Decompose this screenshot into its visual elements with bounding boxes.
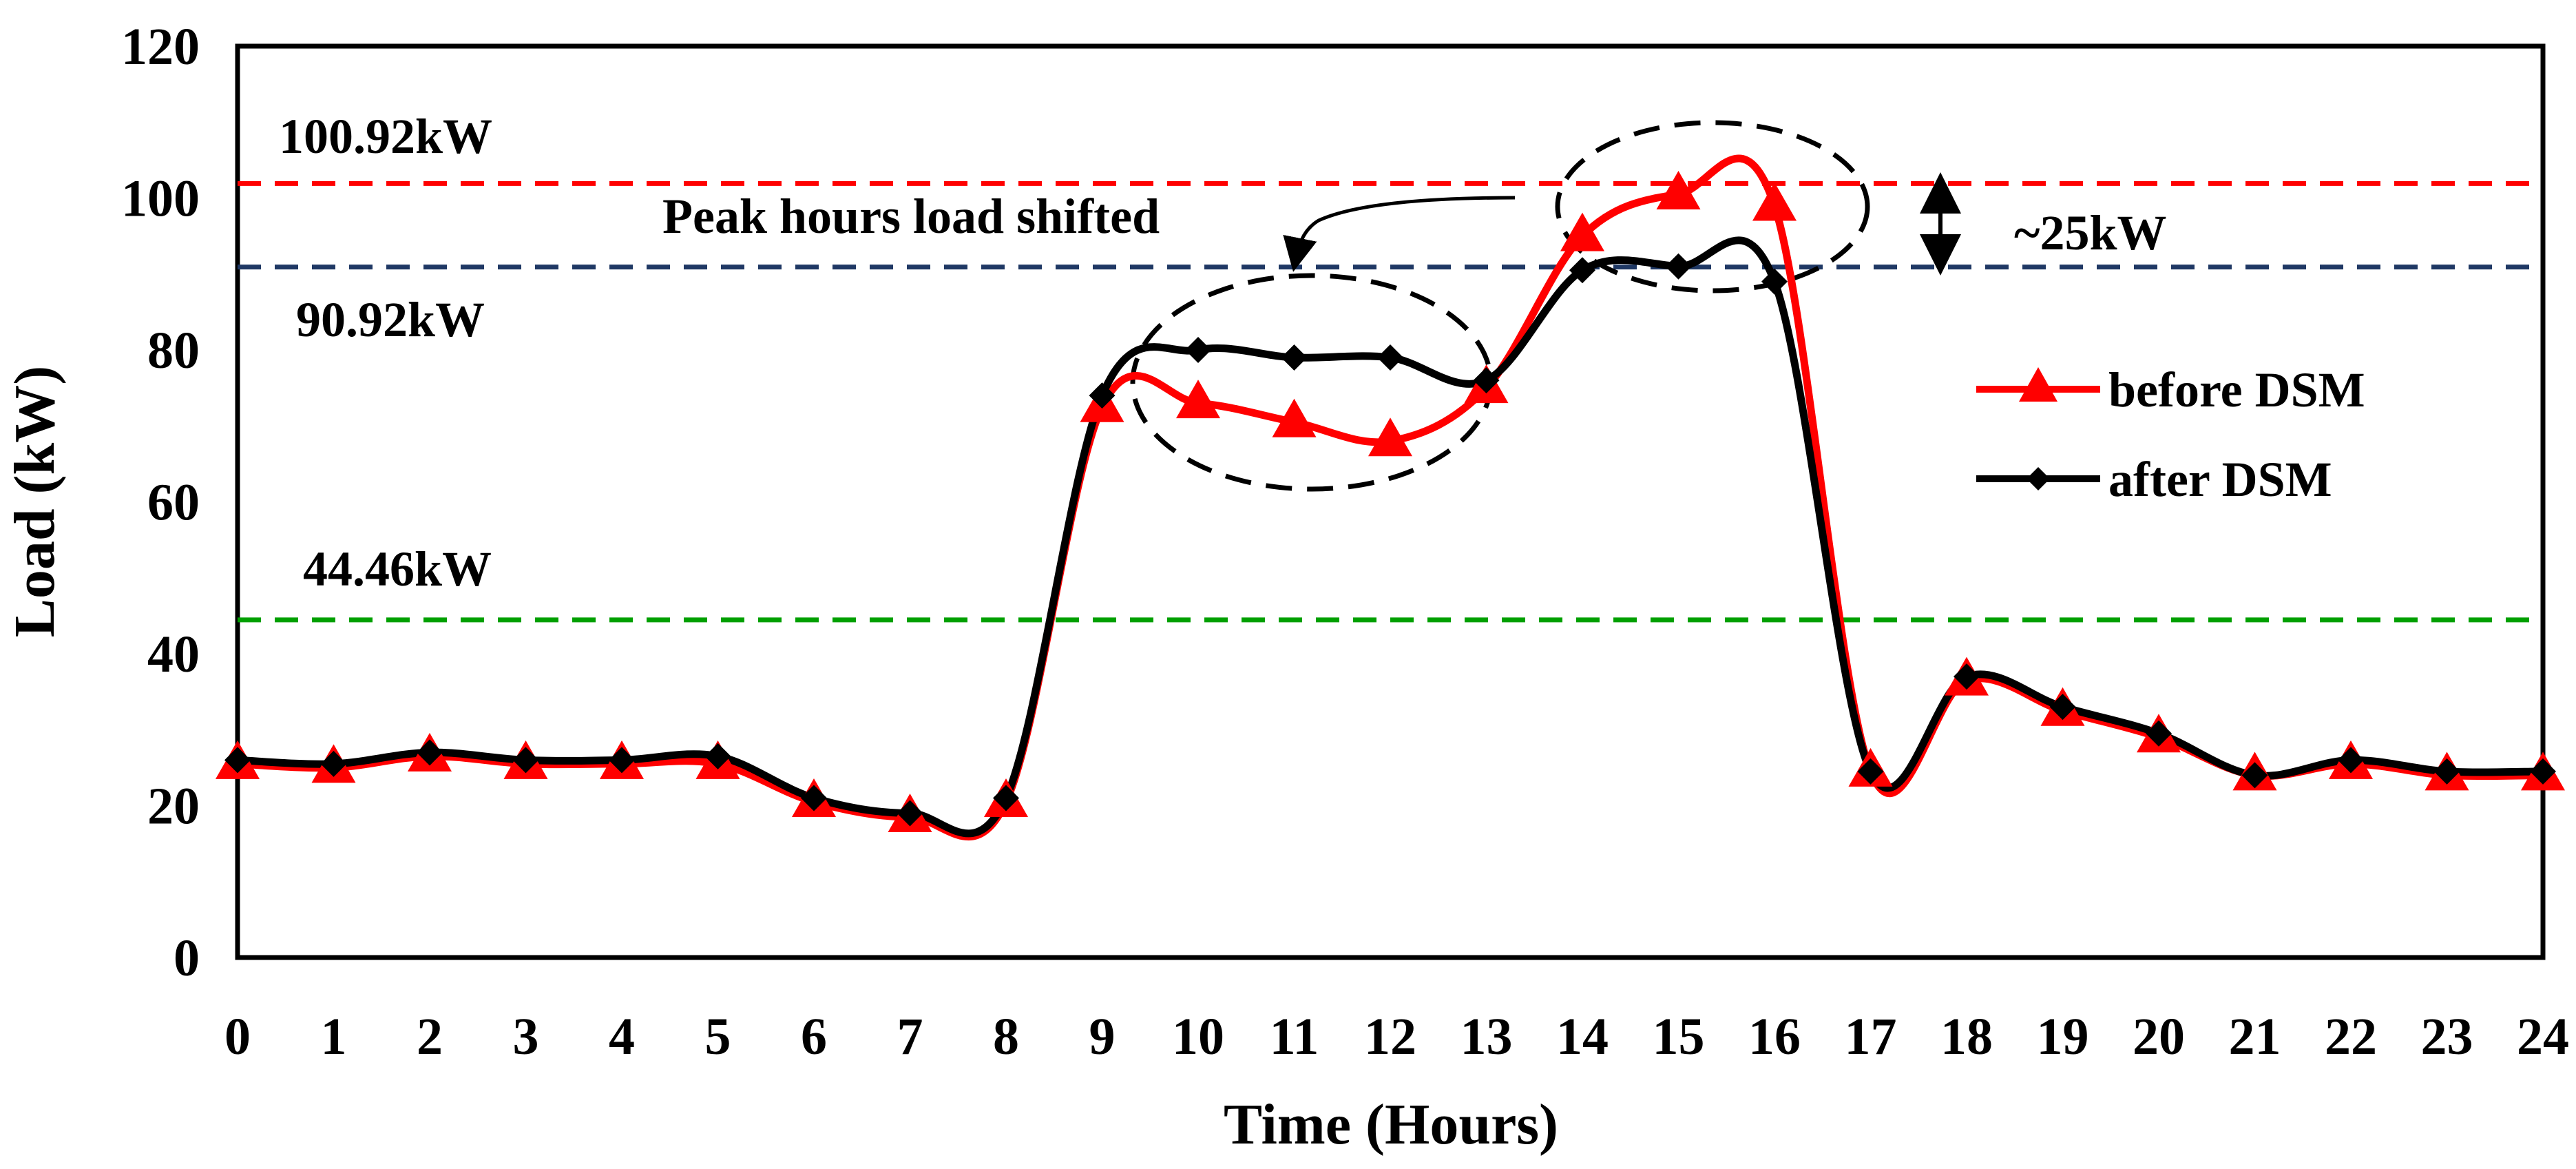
legend-marker-after: [2027, 467, 2050, 490]
x-tick-label: 22: [2325, 1008, 2377, 1066]
x-tick-label: 2: [417, 1008, 443, 1066]
x-tick-label: 9: [1089, 1008, 1116, 1066]
legend-label-after: after DSM: [2108, 452, 2332, 507]
point-after-dsm: [1185, 337, 1211, 363]
peak-shift-ellipses: [1130, 120, 1870, 492]
point-before-dsm: [1176, 380, 1220, 419]
point-after-dsm: [1281, 344, 1308, 371]
x-axis-title: Time (Hours): [1224, 1093, 1558, 1157]
y-axis-ticks: 0 20 40 60 80 100 120: [121, 18, 200, 987]
point-after-dsm: [320, 750, 347, 777]
point-after-dsm: [224, 747, 251, 774]
y-tick-label: 80: [147, 322, 200, 380]
point-after-dsm: [1473, 367, 1500, 394]
ref-label-90-92: 90.92kW: [296, 292, 485, 347]
point-after-dsm: [897, 800, 923, 827]
y-tick-label: 0: [174, 929, 200, 987]
point-after-dsm: [2241, 762, 2268, 789]
x-tick-label: 14: [1556, 1008, 1609, 1066]
point-before-dsm: [1656, 170, 1701, 209]
point-after-dsm: [609, 747, 635, 774]
x-tick-label: 24: [2517, 1008, 2569, 1066]
legend-marker-before: [2019, 367, 2057, 402]
x-tick-label: 12: [1364, 1008, 1416, 1066]
x-tick-label: 13: [1460, 1008, 1513, 1066]
x-tick-label: 0: [224, 1008, 251, 1066]
peak-shift-annotation: Peak hours load shifted: [662, 189, 1160, 244]
point-after-dsm: [512, 747, 539, 774]
y-tick-label: 100: [121, 170, 200, 228]
shifted-region-ellipse: [1130, 273, 1494, 492]
x-tick-label: 16: [1748, 1008, 1801, 1066]
peak-region-ellipse: [1555, 120, 1870, 293]
point-after-dsm: [1089, 382, 1116, 409]
y-tick-label: 120: [121, 18, 200, 76]
x-tick-label: 1: [321, 1008, 347, 1066]
shift-arrow: [1283, 196, 1516, 272]
point-before-dsm: [1560, 212, 1604, 251]
y-tick-label: 60: [147, 474, 200, 532]
point-after-dsm: [1857, 758, 1884, 785]
x-tick-label: 5: [705, 1008, 731, 1066]
x-tick-label: 21: [2229, 1008, 2281, 1066]
ref-label-100-92: 100.92kW: [279, 109, 492, 164]
reference-lines: [238, 180, 2543, 623]
series-markers: [216, 170, 2565, 833]
series-line-after-dsm: [233, 236, 2547, 838]
x-tick-label: 7: [897, 1008, 923, 1066]
x-tick-label: 11: [1270, 1008, 1319, 1066]
x-tick-label: 10: [1172, 1008, 1224, 1066]
difference-annotation: ~25kW: [2014, 205, 2166, 260]
x-tick-label: 4: [609, 1008, 635, 1066]
x-tick-label: 8: [993, 1008, 1019, 1066]
x-tick-label: 23: [2421, 1008, 2473, 1066]
point-before-dsm: [1368, 417, 1412, 457]
point-after-dsm: [1377, 344, 1403, 371]
point-after-dsm: [2049, 694, 2076, 721]
point-after-dsm: [1665, 253, 1692, 280]
x-tick-label: 3: [513, 1008, 539, 1066]
point-after-dsm: [993, 785, 1019, 811]
point-after-dsm: [417, 739, 443, 766]
x-tick-label: 15: [1653, 1008, 1705, 1066]
point-after-dsm: [2530, 758, 2556, 785]
series-line-before-dsm: [233, 154, 2547, 841]
point-after-dsm: [1954, 663, 1980, 690]
x-tick-label: 20: [2133, 1008, 2185, 1066]
point-after-dsm: [704, 743, 731, 769]
point-after-dsm: [2433, 758, 2460, 785]
series-lines: [233, 154, 2547, 841]
point-after-dsm: [801, 785, 827, 811]
legend: before DSM after DSM: [1976, 362, 2365, 507]
legend-label-before: before DSM: [2108, 362, 2365, 417]
point-after-dsm: [2338, 747, 2364, 774]
point-before-dsm: [1272, 398, 1317, 437]
point-before-dsm: [1752, 182, 1797, 221]
x-axis-ticks: 0 1 2 3 4 5 6 7 8 9 10 11 12 13 14 15 16 17 18 19 20 21 22 23 24: [224, 1008, 2569, 1066]
y-tick-label: 20: [147, 778, 200, 836]
x-tick-label: 17: [1845, 1008, 1897, 1066]
ref-label-44-46: 44.46kW: [303, 541, 492, 597]
y-tick-label: 40: [147, 625, 200, 683]
x-tick-label: 18: [1940, 1008, 1993, 1066]
y-axis-title: Load (kW): [3, 366, 67, 637]
point-after-dsm: [1761, 268, 1788, 295]
point-after-dsm: [1569, 257, 1595, 284]
point-after-dsm: [2146, 720, 2172, 747]
x-tick-label: 6: [801, 1008, 827, 1066]
plot-area-frame: [235, 43, 2546, 960]
x-tick-label: 19: [2037, 1008, 2089, 1066]
